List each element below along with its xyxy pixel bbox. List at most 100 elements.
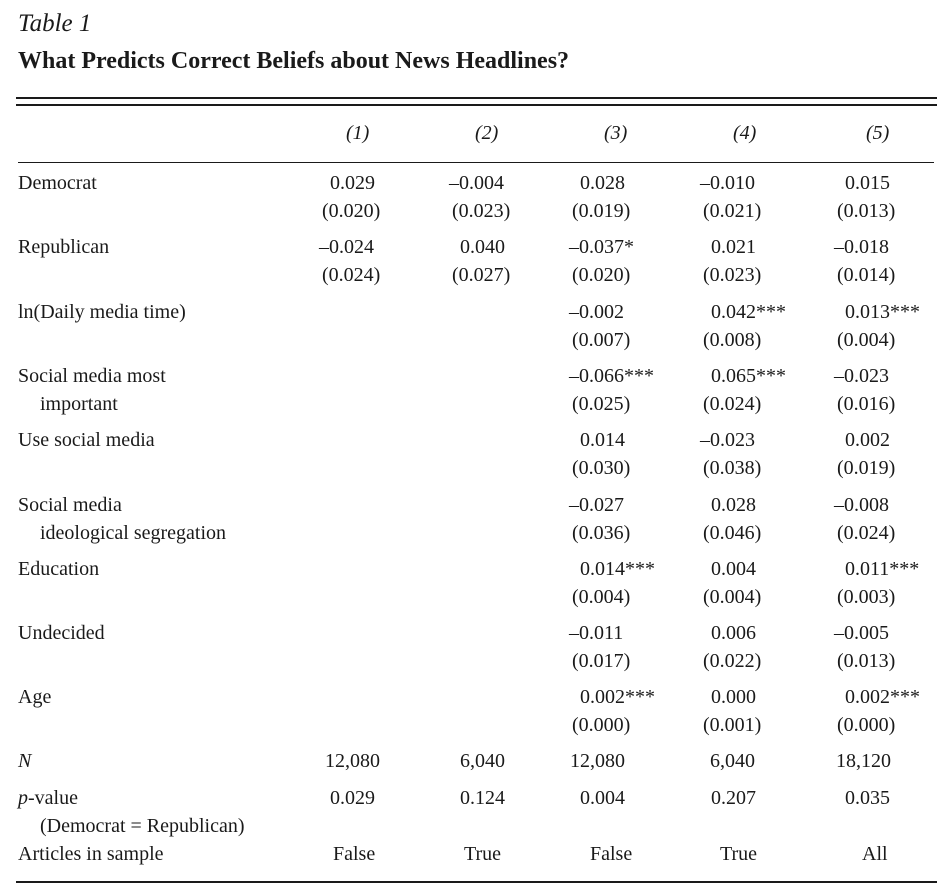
- row-label: Social media ideological segregation: [18, 491, 226, 547]
- row-label: ln(Daily media time): [18, 298, 186, 326]
- coefficient: 0.006: [711, 622, 756, 644]
- standard-error: (0.038): [703, 457, 762, 479]
- coefficient: 0.040: [460, 236, 505, 258]
- table-label: Table 1: [18, 10, 92, 37]
- articles-value: False: [590, 843, 633, 865]
- coefficient: 0.028: [711, 494, 756, 516]
- standard-error: (0.036): [572, 522, 631, 544]
- coefficient: –0.037*: [569, 236, 634, 258]
- column-header: (2): [475, 122, 499, 144]
- row-label: Republican: [18, 233, 109, 261]
- standard-error: (0.000): [837, 714, 896, 736]
- row-label: Social media most important: [18, 362, 166, 418]
- coefficient: 0.028: [580, 172, 625, 194]
- n-value: 18,120: [836, 750, 891, 772]
- pvalue-label-line: p-value: [18, 784, 245, 812]
- standard-error: (0.008): [703, 329, 762, 351]
- top-rule-1: [16, 97, 937, 99]
- standard-error: (0.004): [572, 586, 631, 608]
- coefficient: 0.042***: [711, 301, 786, 323]
- coefficient: –0.004: [449, 172, 504, 194]
- standard-error: (0.024): [837, 522, 896, 544]
- coefficient: 0.002***: [845, 686, 920, 708]
- coefficient: –0.005: [834, 622, 889, 644]
- standard-error: (0.024): [703, 393, 762, 415]
- coefficient: –0.024: [319, 236, 374, 258]
- coefficient: –0.010: [700, 172, 755, 194]
- standard-error: (0.030): [572, 457, 631, 479]
- row-label-line: Age: [18, 686, 52, 708]
- column-header: (3): [604, 122, 628, 144]
- row-label-line: Use social media: [18, 429, 155, 451]
- coefficient: –0.008: [834, 494, 889, 516]
- n-label: N: [18, 750, 32, 772]
- standard-error: (0.023): [452, 200, 511, 222]
- n-value: 6,040: [710, 750, 755, 772]
- standard-error: (0.020): [322, 200, 381, 222]
- coefficient: –0.023: [700, 429, 755, 451]
- standard-error: (0.024): [322, 264, 381, 286]
- standard-error: (0.004): [837, 329, 896, 351]
- standard-error: (0.014): [837, 264, 896, 286]
- row-label-line: Republican: [18, 236, 110, 258]
- coefficient: 0.065***: [711, 365, 786, 387]
- standard-error: (0.013): [837, 200, 896, 222]
- n-value: 6,040: [460, 750, 505, 772]
- row-label-line: Social media most: [18, 365, 166, 387]
- coefficient: 0.011***: [845, 558, 920, 580]
- standard-error: (0.003): [837, 586, 896, 608]
- coefficient: –0.027: [569, 494, 624, 516]
- row-label-line: Social media: [18, 494, 122, 516]
- coefficient: –0.066***: [569, 365, 654, 387]
- row-label-line: Undecided: [18, 622, 105, 644]
- standard-error: (0.007): [572, 329, 631, 351]
- standard-error: (0.000): [572, 714, 631, 736]
- articles-value: False: [333, 843, 376, 865]
- row-label-line: Education: [18, 558, 100, 580]
- coefficient: 0.013***: [845, 301, 920, 323]
- coefficient: –0.002: [569, 301, 624, 323]
- standard-error: (0.017): [572, 650, 631, 672]
- standard-error: (0.046): [703, 522, 762, 544]
- standard-error: (0.021): [703, 200, 762, 222]
- row-label-line: ln(Daily media time): [18, 301, 186, 323]
- standard-error: (0.023): [703, 264, 762, 286]
- pvalue-label: p-value (Democrat = Republican): [18, 784, 245, 840]
- standard-error: (0.027): [452, 264, 511, 286]
- articles-label: Articles in sample: [18, 843, 164, 865]
- row-label: Education: [18, 555, 99, 583]
- pvalue-label-rest: -value: [28, 787, 78, 809]
- standard-error: (0.013): [837, 650, 896, 672]
- standard-error: (0.019): [572, 200, 631, 222]
- coefficient: 0.002***: [580, 686, 655, 708]
- row-label: Democrat: [18, 169, 97, 197]
- standard-error: (0.022): [703, 650, 762, 672]
- n-value: 12,080: [570, 750, 625, 772]
- coefficient: 0.021: [711, 236, 756, 258]
- coefficient: 0.004: [711, 558, 756, 580]
- pvalue-label-sub: (Democrat = Republican): [40, 815, 245, 837]
- coefficient: 0.014: [580, 429, 625, 451]
- pvalue: 0.035: [845, 787, 890, 809]
- column-header: (1): [346, 122, 370, 144]
- pvalue: 0.004: [580, 787, 625, 809]
- pvalue: 0.124: [460, 787, 505, 809]
- standard-error: (0.001): [703, 714, 762, 736]
- row-label-line: Democrat: [18, 172, 97, 194]
- row-label-continuation: ideological segregation: [40, 522, 227, 544]
- coefficient: 0.000: [711, 686, 756, 708]
- bottom-rule: [16, 881, 937, 883]
- standard-error: (0.019): [837, 457, 896, 479]
- coefficient: 0.015: [845, 172, 890, 194]
- coefficient: 0.002: [845, 429, 890, 451]
- n-value: 12,080: [325, 750, 380, 772]
- articles-value: All: [862, 843, 888, 865]
- standard-error: (0.004): [703, 586, 762, 608]
- coefficient: 0.029: [330, 172, 375, 194]
- row-label-continuation: important: [40, 393, 118, 415]
- coefficient: –0.018: [834, 236, 889, 258]
- table-title: What Predicts Correct Beliefs about News…: [18, 48, 570, 74]
- row-label: Undecided: [18, 619, 105, 647]
- coefficient: –0.023: [834, 365, 889, 387]
- top-rule-2: [16, 104, 937, 106]
